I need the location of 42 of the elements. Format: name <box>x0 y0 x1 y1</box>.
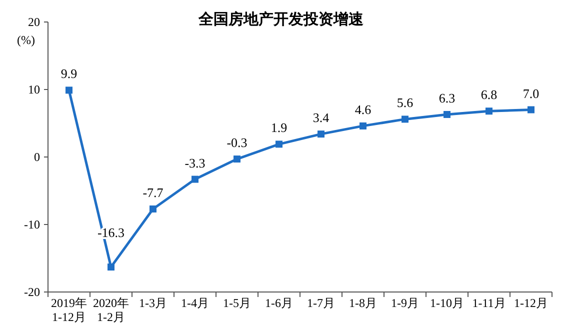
y-tick-label: -20 <box>24 285 40 299</box>
text: -7.7 <box>142 184 164 200</box>
point <box>192 176 198 183</box>
text: 9.9 <box>60 66 78 82</box>
point <box>150 205 156 212</box>
x-tick-label: 1-6月 <box>265 296 293 310</box>
y-axis-title: (%) <box>17 33 35 47</box>
x-tick-label: 1-9月 <box>391 296 419 310</box>
x-tick-label: 1-10月 <box>430 296 464 310</box>
point <box>444 110 450 118</box>
x-tick-label: 1-7月 <box>307 296 335 310</box>
point <box>402 116 408 123</box>
point <box>360 122 366 130</box>
text: -3.3 <box>184 155 206 170</box>
text: 7.0 <box>522 86 540 101</box>
x-tick-label: 1-3月 <box>139 296 167 310</box>
x-tick-label: 1-4月 <box>181 296 209 310</box>
x-tick-label: 1-8月 <box>349 296 377 310</box>
text: 4.6 <box>354 102 372 117</box>
y-tick-label: -10 <box>24 218 40 232</box>
y-tick-label: 20 <box>28 15 40 29</box>
point <box>108 264 114 271</box>
point <box>486 108 492 115</box>
x-tick-label: 1-5月 <box>223 296 251 310</box>
x-tick-label: 2020年 1-2月 <box>93 296 129 324</box>
x-tick-label: 2019年 1-12月 <box>51 296 87 324</box>
x-tick-label: 1-11月 <box>472 296 506 310</box>
text: 6.8 <box>480 87 498 102</box>
point <box>318 130 324 138</box>
text: -0.3 <box>226 135 248 150</box>
text: 6.3 <box>438 90 456 106</box>
text: 3.4 <box>312 110 330 126</box>
y-tick-label: 10 <box>28 82 40 96</box>
chart-title: 全国房地产开发投资增速 <box>198 10 364 28</box>
x-tick-label: 1-12月 <box>514 296 548 310</box>
text: 5.6 <box>396 95 414 110</box>
point <box>528 106 534 114</box>
point <box>234 156 240 163</box>
point <box>276 140 282 148</box>
y-tick-label: 0 <box>34 150 40 164</box>
point <box>66 86 72 94</box>
text: 1.9 <box>270 120 288 136</box>
